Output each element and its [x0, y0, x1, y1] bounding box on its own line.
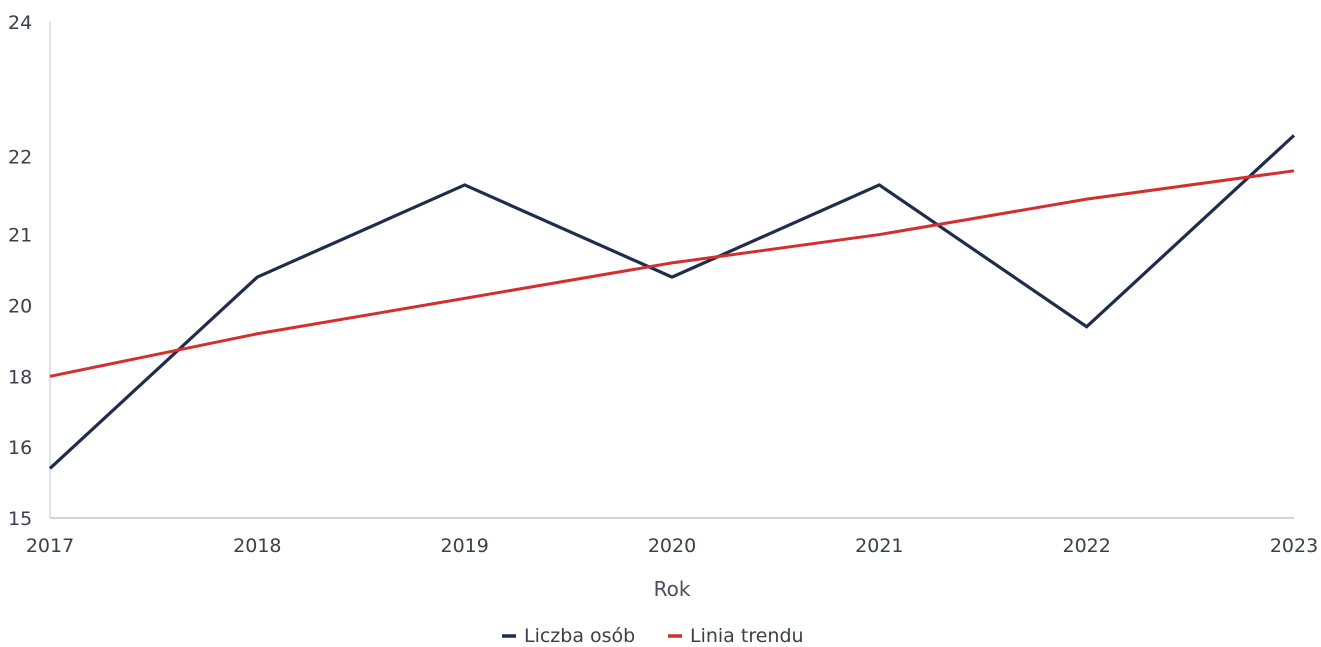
axes [49, 22, 1294, 519]
x-axis-title: Rok [654, 577, 691, 601]
x-tick-labels: 2017 2018 2019 2020 2021 2022 2023 [26, 535, 1318, 557]
legend-item-liczba-osob: Liczba osób [502, 625, 635, 647]
series-layer [48, 134, 1296, 470]
series-line-linia-trendu [49, 169, 1295, 378]
y-tick-label: 22 [8, 147, 32, 169]
y-tick-label: 24 [8, 12, 32, 34]
y-tick-label: 21 [8, 225, 32, 247]
x-tick-label: 2023 [1270, 535, 1318, 557]
legend: Liczba osób Linia trendu [502, 625, 804, 647]
x-tick-label: 2019 [440, 535, 488, 557]
x-tick-label: 2022 [1062, 535, 1110, 557]
y-tick-label: 18 [8, 366, 32, 388]
y-tick-label: 15 [8, 508, 32, 530]
x-tick-label: 2021 [855, 535, 903, 557]
y-tick-label: 16 [8, 437, 32, 459]
legend-label: Linia trendu [690, 625, 804, 647]
x-tick-label: 2017 [26, 535, 74, 557]
legend-label: Liczba osób [524, 625, 635, 647]
x-tick-label: 2020 [648, 535, 696, 557]
x-tick-label: 2018 [233, 535, 281, 557]
y-tick-labels: 24 22 21 20 18 16 15 [8, 12, 32, 530]
legend-item-linia-trendu: Linia trendu [668, 625, 804, 647]
series-line-liczba-osob [48, 134, 1296, 470]
y-tick-label: 20 [8, 295, 32, 317]
